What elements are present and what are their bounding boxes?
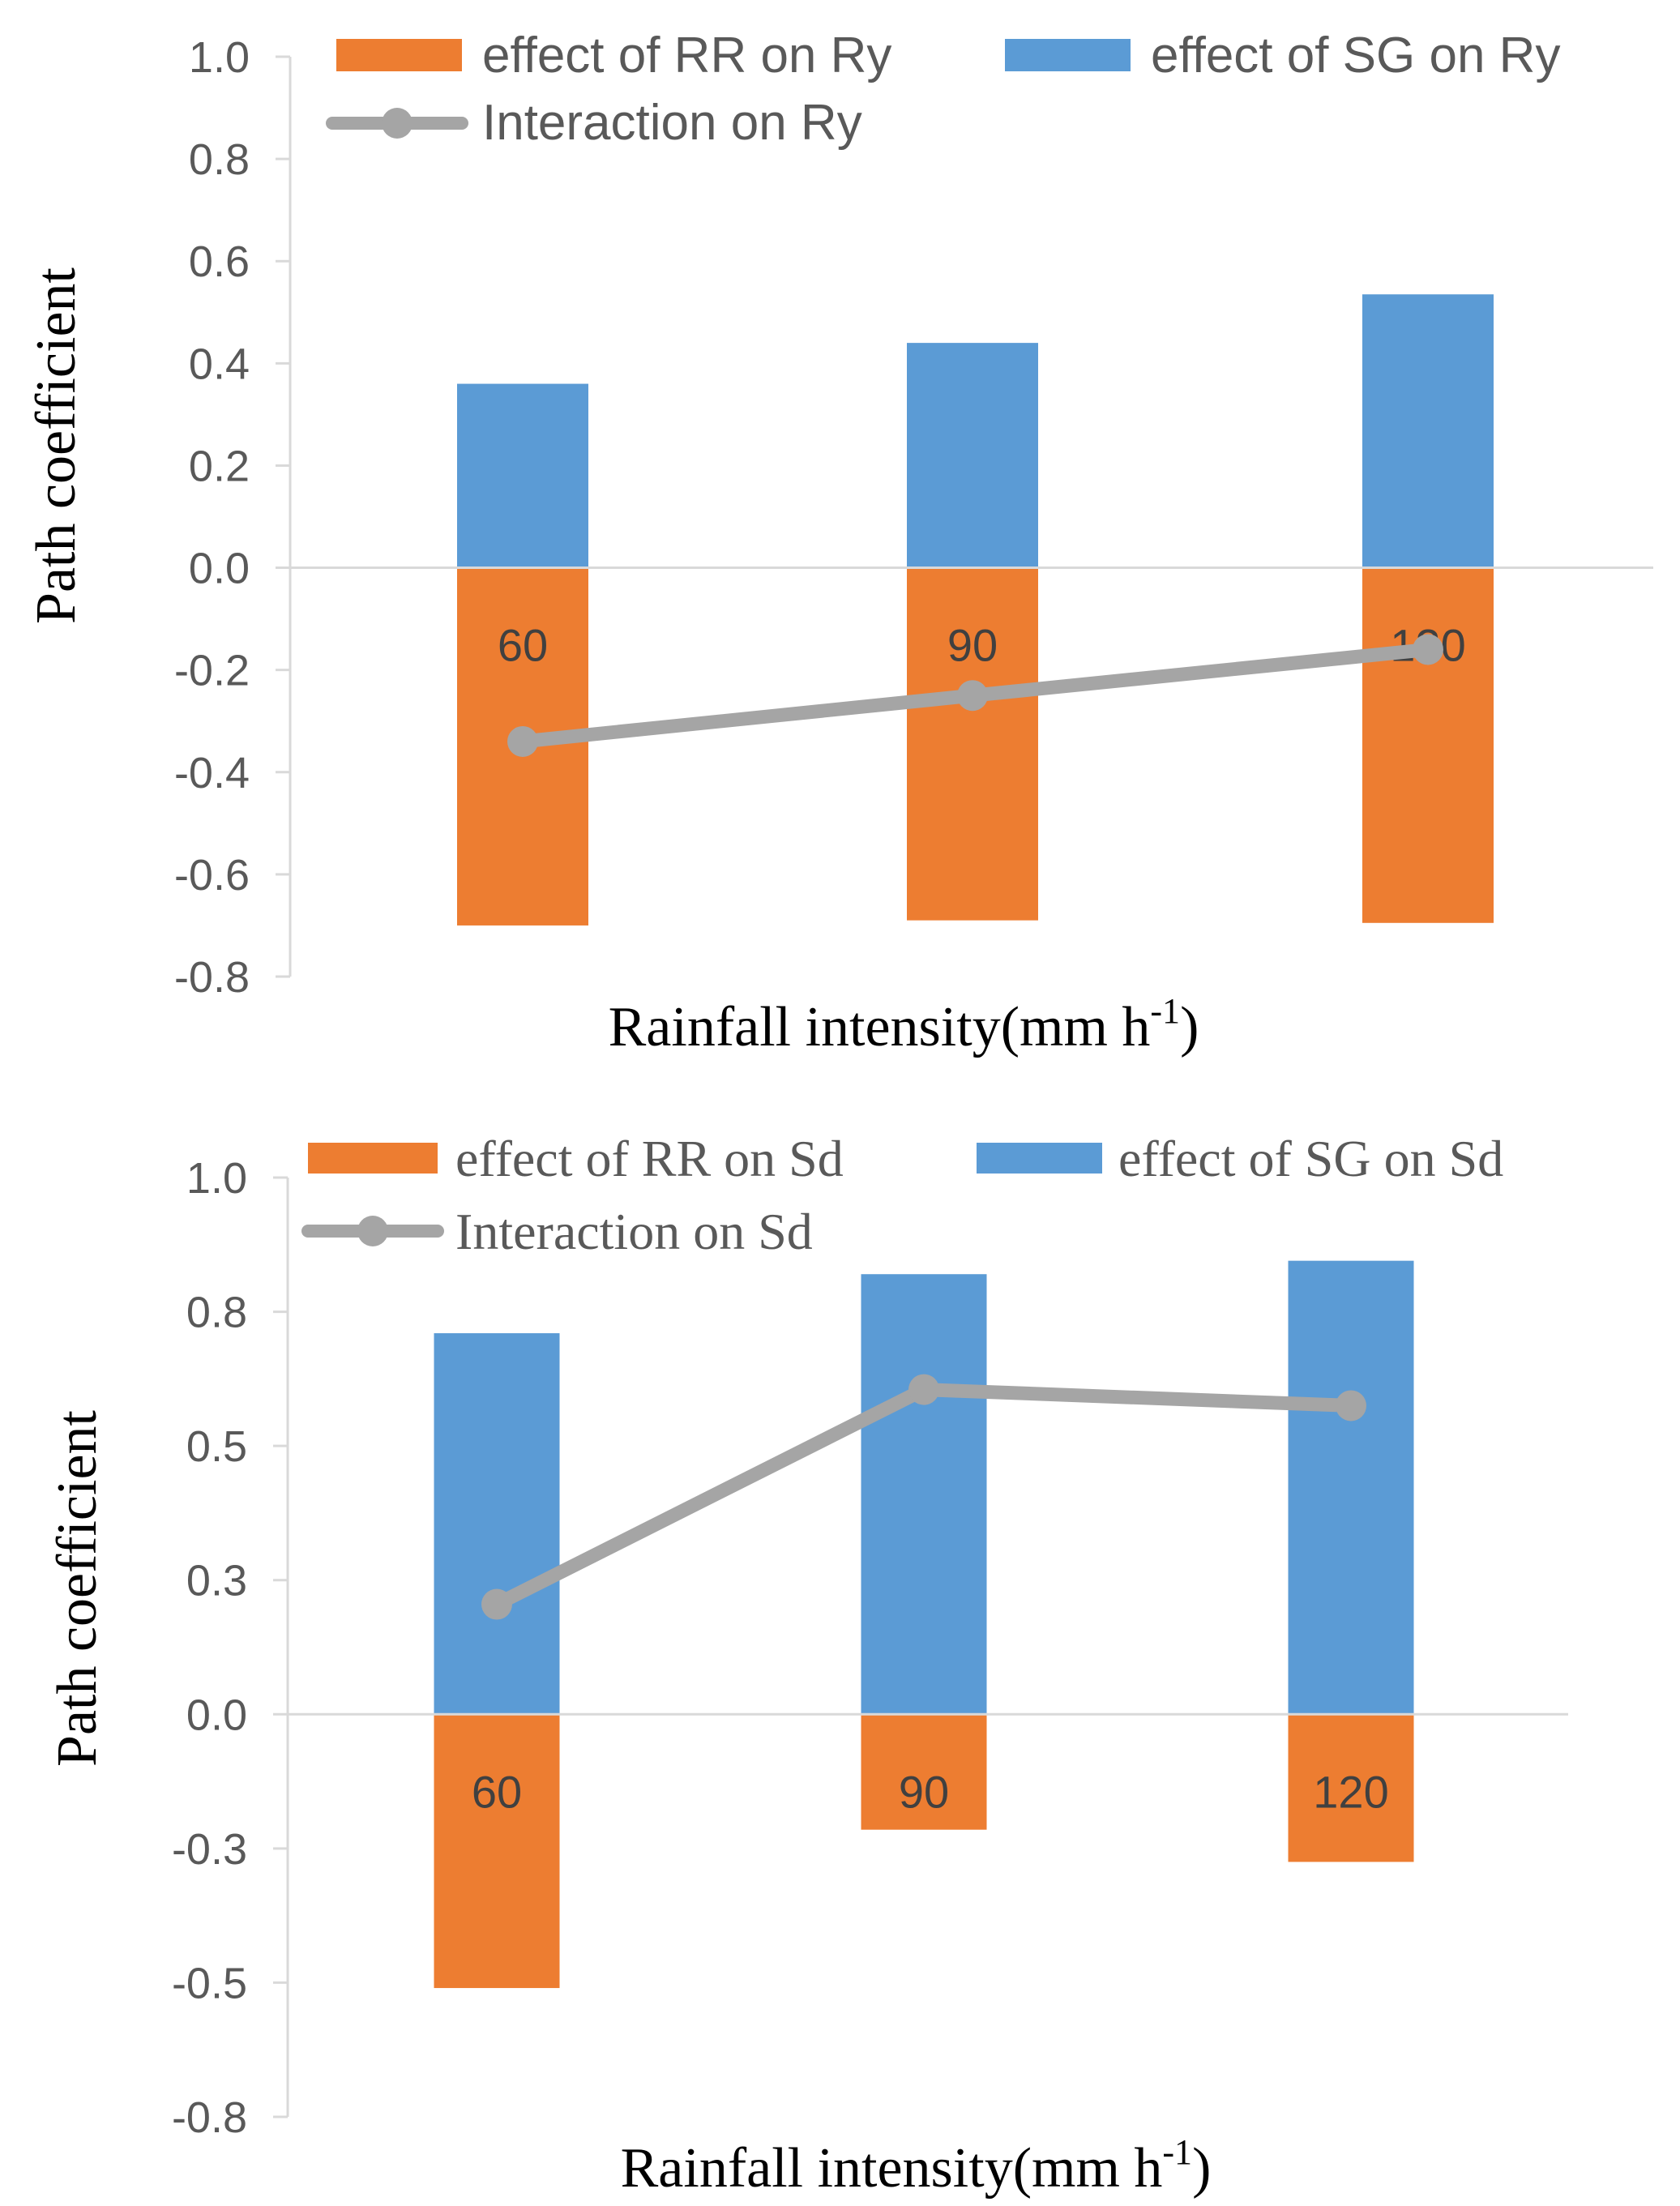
interaction-point-120	[1413, 634, 1443, 665]
legend-marker	[382, 108, 413, 139]
legend-swatch-2	[977, 1143, 1102, 1174]
bar-effect-of-sg-on-ry-90	[907, 343, 1038, 568]
y-tick-label: 0.8	[186, 1289, 247, 1337]
bar-effect-of-sg-on-ry-60	[457, 383, 588, 568]
y-tick-label: 0.4	[189, 340, 250, 388]
y-tick-label: 0.0	[186, 1691, 247, 1739]
y-tick-label: -0.6	[174, 851, 250, 900]
x-axis-title-superscript: -1	[1162, 2132, 1192, 2172]
legend-label-1: effect of RR on Ry	[482, 28, 891, 83]
legend-swatch-2	[1005, 39, 1131, 71]
y-tick-label: -0.8	[174, 953, 250, 1002]
x-category-label: 120	[1313, 1766, 1388, 1817]
x-axis-title-close: )	[1192, 2137, 1211, 2200]
y-tick-label: -0.4	[174, 749, 250, 797]
y-tick-label: 0.8	[189, 135, 250, 184]
interaction-point-90	[908, 1374, 939, 1405]
y-tick-label: 1.0	[189, 33, 250, 82]
x-axis-title-superscript: -1	[1150, 991, 1180, 1031]
legend-label-1: effect of RR on Sd	[455, 1130, 844, 1187]
legend-label-3: Interaction on Sd	[455, 1203, 813, 1260]
x-axis-title: Rainfall intensity(mm h-1)	[609, 991, 1199, 1058]
bar-effect-of-rr-on-ry-120	[1362, 567, 1494, 923]
interaction-point-90	[957, 680, 988, 712]
y-tick-label: -0.8	[172, 2093, 247, 2142]
interaction-point-60	[507, 725, 538, 757]
y-tick-label: 0.2	[189, 442, 250, 490]
x-axis-title-main: Rainfall intensity(mm h	[621, 2137, 1163, 2200]
legend-swatch-1	[308, 1143, 438, 1174]
x-category-label: 60	[472, 1766, 522, 1817]
bar-effect-of-rr-on-sd-120	[1288, 1714, 1414, 1862]
y-tick-label: 0.5	[186, 1422, 247, 1471]
x-axis-title-close: )	[1180, 996, 1199, 1058]
y-tick-label: -0.2	[174, 647, 250, 695]
bar-effect-of-rr-on-sd-60	[434, 1714, 560, 1989]
y-axis-title: Path coefficient	[46, 1409, 109, 1766]
bar-effect-of-sg-on-ry-120	[1362, 294, 1494, 568]
y-tick-label: -0.3	[172, 1825, 247, 1874]
y-tick-label: 1.0	[186, 1154, 247, 1203]
bar-effect-of-sg-on-sd-120	[1288, 1260, 1414, 1715]
interaction-point-120	[1336, 1390, 1366, 1422]
bar-effect-of-rr-on-ry-90	[907, 567, 1038, 921]
y-axis-title: Path coefficient	[25, 267, 88, 623]
legend-label-2: effect of SG on Sd	[1118, 1130, 1503, 1187]
y-tick-label: 0.0	[189, 545, 250, 593]
x-category-label: 60	[498, 620, 548, 671]
chart-panel-2: 1.0 0.8 0.5 0.3 0.0 -0.3 -0.5 -0.8 60 90 120 effect…	[46, 1130, 1568, 2200]
y-tick-label: 0.6	[189, 237, 250, 286]
y-tick-label: 0.3	[186, 1557, 247, 1605]
x-category-label: 90	[899, 1766, 949, 1817]
bar-effect-of-sg-on-sd-90	[861, 1274, 987, 1715]
legend-marker	[357, 1216, 388, 1246]
x-axis-title-main: Rainfall intensity(mm h	[609, 996, 1151, 1058]
y-tick-label: -0.5	[172, 1959, 247, 2007]
x-axis-title: Rainfall intensity(mm h-1)	[621, 2132, 1212, 2200]
x-category-label: 90	[947, 620, 998, 671]
legend-swatch-1	[336, 39, 462, 71]
bar-effect-of-rr-on-sd-90	[861, 1714, 987, 1830]
interaction-point-60	[481, 1588, 512, 1620]
chart-panel-1: 1.00.80.60.40.20.0-0.2-0.4-0.6-0.8609012…	[25, 28, 1653, 1058]
legend-label-3: Interaction on Ry	[482, 95, 862, 151]
bar-effect-of-sg-on-sd-60	[434, 1333, 560, 1715]
legend-label-2: effect of SG on Ry	[1151, 28, 1560, 83]
